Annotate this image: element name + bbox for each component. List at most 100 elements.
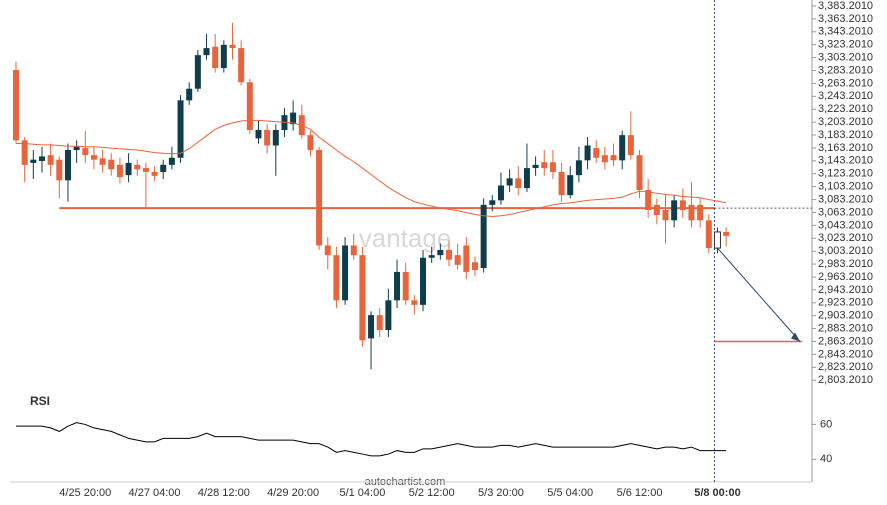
candle-body [601,155,608,163]
y-tick-label: 2,963.2010 [818,271,873,283]
candle-body [627,135,634,156]
candle-body [489,200,496,205]
candle-body [359,255,366,341]
candle-body [428,255,435,258]
candle-body [333,255,340,301]
candle-body [437,250,444,256]
candle-body [272,130,279,146]
candle-body [238,48,245,83]
candle-body [220,44,227,69]
y-tick-label: 2,943.2010 [818,284,873,296]
candle-body [203,48,210,56]
y-tick-label: 3,243.2010 [818,90,873,102]
candle-body [723,231,730,236]
arrow-head [791,332,800,342]
candle-body [212,46,219,69]
y-tick-label: 3,303.2010 [818,52,873,64]
candle-body [47,155,54,165]
y-tick-label: 3,203.2010 [818,116,873,128]
rsi-tick-label: 40 [820,453,832,465]
x-tick-label: 5/2 12:00 [409,487,455,499]
rsi-line [16,422,727,457]
candle-body [549,162,556,172]
candle-body [567,175,574,196]
candle-body [186,88,193,101]
candle-body [575,160,582,176]
candle-body [151,171,158,176]
candle-body [194,55,201,89]
candle-body [679,200,686,210]
candle-body [142,168,149,172]
y-tick-label: 3,043.2010 [818,219,873,231]
candle-body [316,150,323,246]
candle-body [471,262,478,270]
candle-body [177,100,184,158]
candle-body [38,156,45,161]
y-tick-label: 3,263.2010 [818,77,873,89]
y-tick-label: 3,023.2010 [818,232,873,244]
candle-body [264,130,271,146]
y-tick-label: 2,843.2010 [818,348,873,360]
candle-body [671,200,678,221]
candle-body [30,159,37,163]
candle-body [350,245,357,256]
candle-body [541,162,548,169]
candle-body [558,171,565,196]
x-tick-label: 5/1 04:00 [339,487,385,499]
candle-body [610,155,617,161]
y-tick-label: 2,803.2010 [818,374,873,386]
candle-body [342,245,349,301]
y-tick-label: 3,003.2010 [818,245,873,257]
candle-body [705,220,712,249]
y-tick-label: 2,823.2010 [818,361,873,373]
candle-body [636,155,643,190]
y-tick-label: 3,143.2010 [818,155,873,167]
candle-body [645,190,652,210]
candle-body [64,150,71,181]
y-tick-label: 3,083.2010 [818,193,873,205]
candle-body [454,255,461,265]
y-tick-label: 3,103.2010 [818,181,873,193]
watermark: vantage [359,223,452,253]
candle-body [532,164,539,169]
y-tick-label: 3,283.2010 [818,64,873,76]
candle-body [653,204,660,216]
y-tick-label: 3,383.2010 [818,0,873,12]
candle-body [385,300,392,330]
candle-body [480,204,487,269]
candle-body [160,164,167,172]
candle-body [134,164,141,170]
y-tick-label: 3,183.2010 [818,129,873,141]
candle-body [368,315,375,339]
rsi-tick-label: 60 [820,418,832,430]
candle-body [394,271,401,301]
candle-body [125,162,132,176]
candle-body [584,145,591,161]
candle-body [523,168,530,189]
candle-body [82,148,89,156]
candle-body [13,70,19,141]
candle-body [463,245,470,272]
y-tick-label: 3,123.2010 [818,168,873,180]
candle-body [255,130,262,139]
candle-body [56,159,63,181]
y-tick-label: 3,163.2010 [818,142,873,154]
candle-body [168,157,175,165]
y-tick-label: 3,323.2010 [818,39,873,51]
candle-body [619,135,626,161]
y-tick-label: 2,923.2010 [818,297,873,309]
candle-body [497,185,504,201]
moving-average [16,119,727,217]
y-tick-label: 3,223.2010 [818,103,873,115]
y-tick-label: 2,863.2010 [818,335,873,347]
x-tick-label: 5/5 04:00 [547,487,593,499]
candle-body [515,178,522,189]
y-tick-label: 3,063.2010 [818,206,873,218]
candle-body [402,271,409,301]
x-tick-label: 5/3 20:00 [478,487,524,499]
candle-body [290,112,297,125]
candle-body [246,82,253,130]
x-tick-label: 4/29 20:00 [267,487,319,499]
candle-body [697,204,704,221]
candle-body [593,148,600,158]
